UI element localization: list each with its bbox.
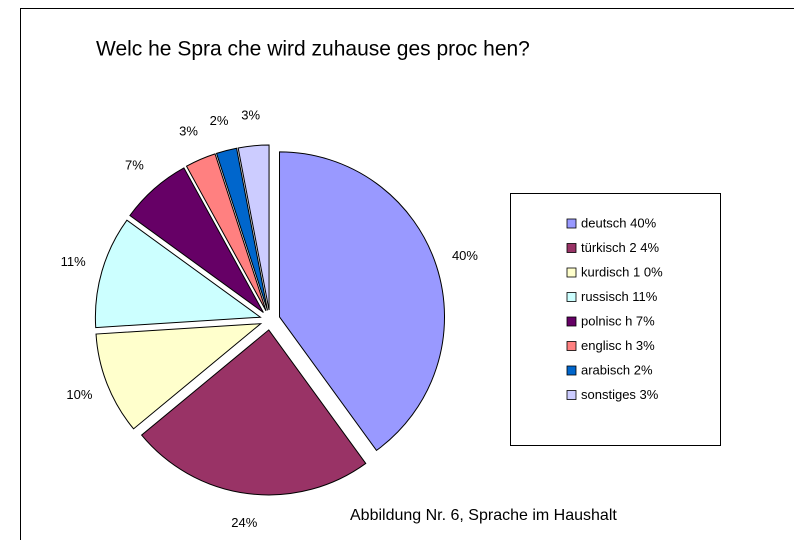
- data-label: 3%: [179, 123, 198, 138]
- pie-slice: [94, 219, 262, 329]
- legend-label: türkisch 2 4%: [581, 240, 659, 255]
- pie-slice: [129, 167, 264, 313]
- pie-slice: [215, 147, 269, 311]
- legend-swatch: [566, 341, 577, 351]
- legend-label: polnisc h 7%: [581, 313, 655, 328]
- pie-slice: [237, 144, 270, 311]
- data-label: 11%: [61, 254, 86, 269]
- frame: [20, 8, 794, 540]
- legend-swatch: [566, 365, 577, 376]
- legend-label: kurdisch 1 0%: [581, 264, 663, 279]
- legend-label: sonstiges 3%: [581, 387, 659, 402]
- legend-swatch: [566, 218, 577, 229]
- chart-title: Welc he Spra che wird zuhause ges proc h…: [96, 38, 530, 61]
- legend-box: [510, 193, 721, 446]
- data-label: 10%: [66, 387, 92, 402]
- legend-swatch: [566, 390, 577, 400]
- data-label: 2%: [210, 113, 229, 128]
- data-label: 7%: [125, 158, 144, 173]
- pie-slice: [279, 151, 445, 452]
- pie-slice: [95, 323, 263, 430]
- legend-label: englisc h 3%: [581, 338, 655, 353]
- legend-label: deutsch 40%: [581, 215, 657, 230]
- legend-swatch: [566, 316, 577, 327]
- data-label: 40%: [452, 248, 478, 263]
- legend-label: arabisch 2%: [581, 362, 653, 377]
- pie-slice: [185, 153, 267, 312]
- data-label: 3%: [241, 107, 260, 122]
- legend-label: russisch 11%: [581, 289, 658, 304]
- data-label: 24%: [231, 515, 257, 530]
- legend-swatch: [566, 292, 577, 302]
- pie-slice: [140, 329, 367, 496]
- caption: Abbildung Nr. 6, Sprache im Haushalt: [350, 507, 617, 524]
- legend-swatch: [566, 243, 577, 253]
- legend-swatch: [566, 267, 577, 278]
